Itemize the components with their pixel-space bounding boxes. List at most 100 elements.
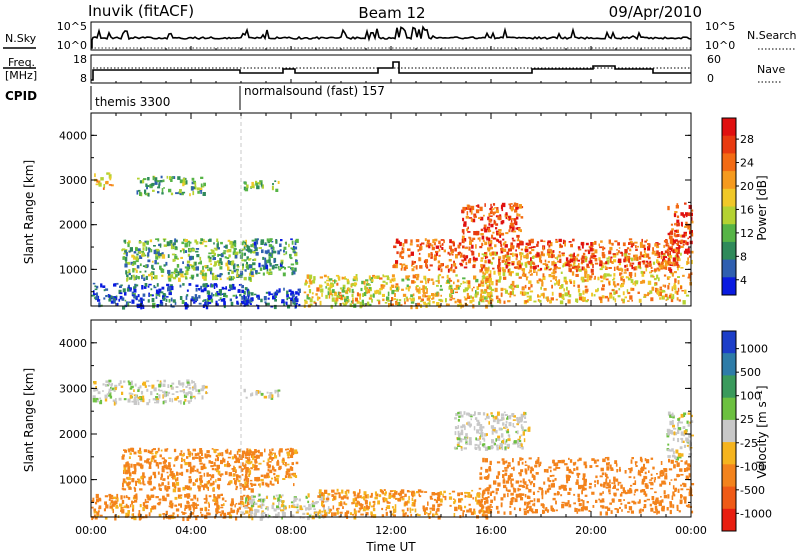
echo-cell xyxy=(676,504,679,509)
echo-cell xyxy=(171,253,176,256)
echo-cell xyxy=(498,260,500,263)
echo-cell xyxy=(215,479,217,483)
echo-cell xyxy=(449,298,453,301)
echo-cell xyxy=(584,481,587,486)
echo-cell xyxy=(676,254,679,258)
echo-cell xyxy=(484,500,486,505)
echo-cell xyxy=(641,481,645,485)
echo-cell xyxy=(271,249,274,255)
echo-cell xyxy=(377,500,380,505)
echo-cell xyxy=(293,251,296,254)
echo-cell xyxy=(277,480,279,484)
echo-cell xyxy=(285,301,288,306)
echo-cell xyxy=(450,266,453,269)
echo-cell xyxy=(227,266,230,271)
echo-cell xyxy=(630,258,634,262)
echo-cell xyxy=(654,501,657,506)
echo-cell xyxy=(647,291,649,295)
echo-cell xyxy=(554,257,557,259)
echo-cell xyxy=(663,482,667,485)
echo-cell xyxy=(399,241,402,247)
echo-cell xyxy=(628,272,633,277)
echo-cell xyxy=(250,467,253,470)
echo-cell xyxy=(521,461,524,465)
echo-cell xyxy=(496,421,500,425)
echo-cell xyxy=(248,456,250,462)
echo-cell xyxy=(154,401,157,404)
echo-cell xyxy=(482,505,485,509)
echo-cell xyxy=(453,260,455,264)
echo-cell xyxy=(236,477,239,479)
echo-cell xyxy=(515,493,519,498)
echo-cell xyxy=(624,264,627,268)
echo-cell xyxy=(511,467,514,470)
echo-cell xyxy=(504,241,507,244)
echo-cell xyxy=(493,480,497,485)
echo-cell xyxy=(386,505,391,509)
echo-cell xyxy=(481,493,485,496)
echo-cell xyxy=(144,501,147,504)
echo-cell xyxy=(454,499,457,503)
power-echo-cells xyxy=(91,172,694,310)
echo-cell xyxy=(129,394,133,399)
echo-cell xyxy=(462,231,465,235)
echo-cell xyxy=(318,489,322,494)
echo-cell xyxy=(472,218,476,223)
echo-cell xyxy=(197,485,201,489)
echo-cell xyxy=(115,497,119,500)
echo-cell xyxy=(114,384,118,389)
echo-cell xyxy=(542,263,546,265)
echo-cell xyxy=(683,250,687,254)
echo-cell xyxy=(486,284,489,289)
echo-cell xyxy=(416,285,419,287)
echo-cell xyxy=(174,504,178,507)
echo-cell xyxy=(437,266,441,271)
echo-cell xyxy=(110,295,113,299)
echo-cell xyxy=(272,295,275,300)
echo-cell xyxy=(196,468,199,473)
echo-cell xyxy=(619,284,623,288)
echo-cell xyxy=(245,497,248,502)
echo-cell xyxy=(528,508,531,512)
echo-cell xyxy=(222,298,226,302)
echo-cell xyxy=(216,238,219,243)
echo-cell xyxy=(324,509,327,514)
echo-cell xyxy=(343,501,346,505)
echo-cell xyxy=(449,504,452,507)
echo-cell xyxy=(691,250,694,254)
echo-cell xyxy=(429,510,432,514)
echo-cell xyxy=(276,505,279,508)
echo-cell xyxy=(256,304,258,307)
echo-cell xyxy=(510,498,514,503)
echo-cell xyxy=(533,511,537,514)
echo-cell xyxy=(488,466,491,471)
echo-cell xyxy=(429,242,432,246)
echo-cell xyxy=(485,515,489,520)
echo-cell xyxy=(595,289,598,293)
echo-cell xyxy=(131,299,135,304)
echo-cell xyxy=(427,253,430,258)
echo-cell xyxy=(198,389,201,393)
echo-cell xyxy=(163,464,167,468)
echo-cell xyxy=(188,478,192,482)
echo-cell xyxy=(488,489,490,492)
echo-cell xyxy=(277,497,280,502)
echo-cell xyxy=(435,250,439,254)
echo-cell xyxy=(204,245,208,248)
echo-cell xyxy=(139,488,143,491)
echo-cell xyxy=(567,299,571,304)
echo-cell xyxy=(400,489,405,494)
echo-cell xyxy=(626,256,629,262)
echo-cell xyxy=(148,292,150,297)
echo-cell xyxy=(645,459,650,464)
echo-cell xyxy=(134,488,137,492)
echo-cell xyxy=(157,251,160,256)
echo-cell xyxy=(91,500,95,503)
echo-cell xyxy=(565,280,567,282)
echo-cell xyxy=(455,427,458,429)
echo-cell xyxy=(645,260,649,263)
echo-cell xyxy=(204,265,207,268)
echo-cell xyxy=(391,278,394,281)
echo-cell xyxy=(503,259,506,263)
echo-cell xyxy=(125,301,129,306)
